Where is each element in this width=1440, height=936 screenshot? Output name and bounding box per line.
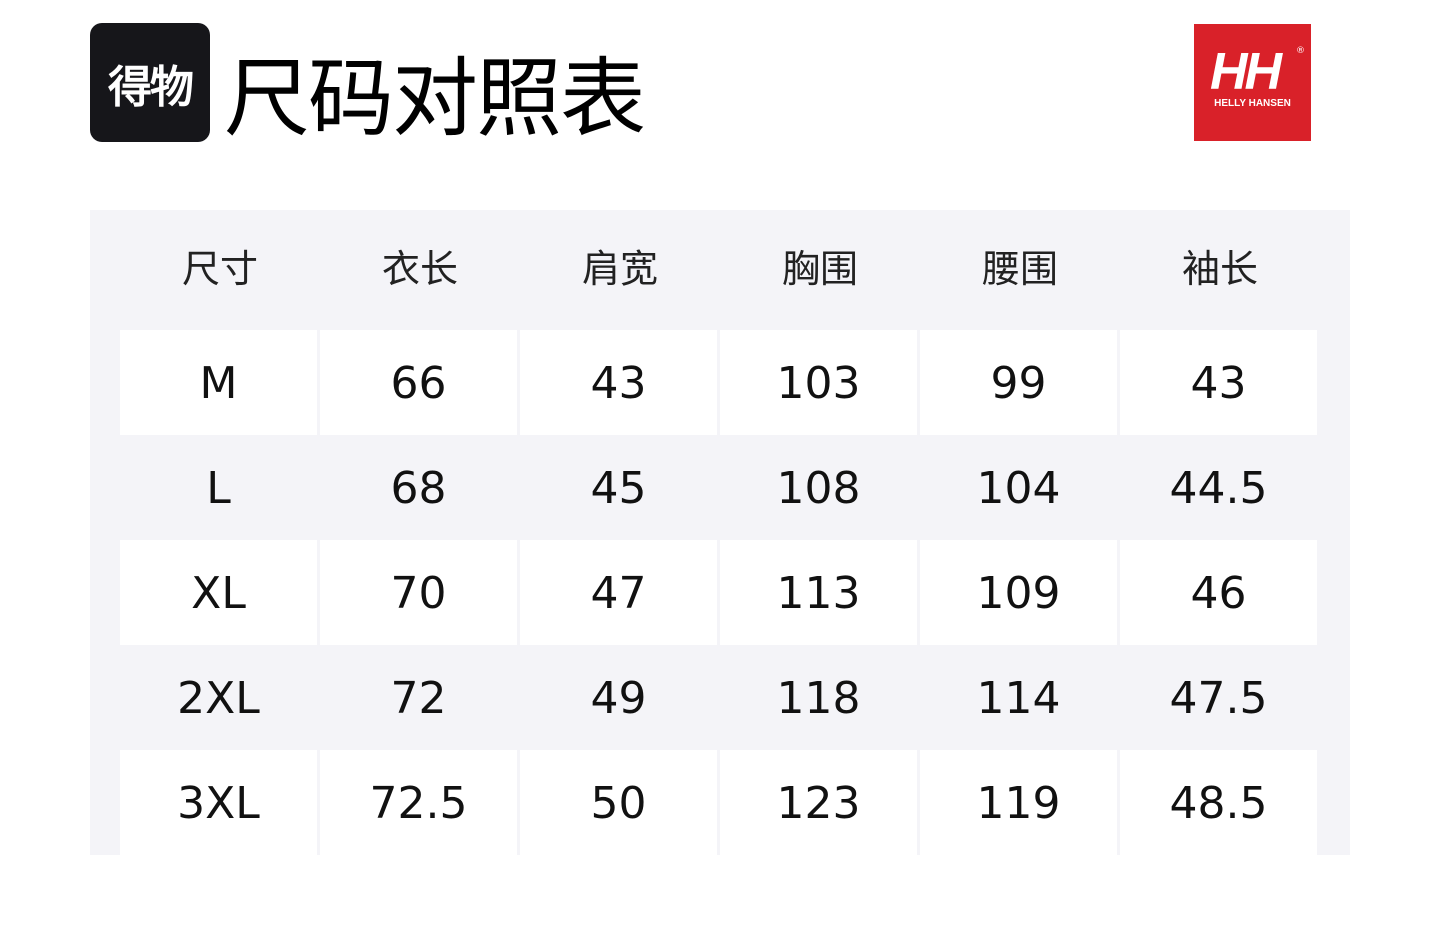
column-header: 袖长	[1181, 247, 1258, 291]
table-cell: 66	[320, 330, 517, 435]
dewu-logo: 得物	[90, 23, 210, 142]
table-cell: 72.5	[320, 750, 517, 855]
table-cell: 114	[976, 673, 1061, 724]
table-row: 2XL 72 49 118 114 47.5	[120, 645, 1317, 750]
table-row: L 68 45 108 104 44.5	[120, 435, 1317, 540]
column-header: 腰围	[981, 247, 1058, 291]
table-cell: M	[120, 330, 317, 435]
page-title: 尺码对照表	[224, 49, 646, 149]
table-cell: 50	[520, 750, 717, 855]
table-cell: XL	[120, 540, 317, 645]
column-header: 胸围	[781, 247, 858, 291]
registered-icon: ®	[1296, 46, 1305, 56]
table-header: 尺寸 衣长 肩宽 胸围 腰围 袖长	[120, 210, 1320, 330]
table-cell: 99	[920, 330, 1117, 435]
table-cell: 104	[976, 463, 1061, 514]
table-cell: 2XL	[177, 673, 260, 724]
column-header: 肩宽	[581, 247, 658, 291]
table-cell: 48.5	[1120, 750, 1317, 855]
table-cell: 119	[920, 750, 1117, 855]
table-cell: 109	[920, 540, 1117, 645]
helly-hansen-logo: HH ® HELLY HANSEN	[1194, 24, 1311, 141]
table-cell: 44.5	[1169, 463, 1268, 514]
table-row: M 66 43 103 99 43	[120, 330, 1317, 435]
column-header: 衣长	[381, 247, 458, 291]
size-table: 尺寸 衣长 肩宽 胸围 腰围 袖长 M 66 43 103 99 43 L 68 45 108 104 44.5…	[90, 210, 1350, 855]
table-cell: 70	[320, 540, 517, 645]
table-cell: 49	[590, 673, 647, 724]
table-cell: 47.5	[1169, 673, 1268, 724]
dewu-logo-text: 得物	[108, 61, 194, 113]
column-header: 尺寸	[181, 247, 258, 291]
table-cell: 47	[520, 540, 717, 645]
hh-name: HELLY HANSEN	[1214, 98, 1291, 109]
table-cell: 123	[720, 750, 917, 855]
table-cell: 45	[590, 463, 647, 514]
table-cell: L	[206, 463, 231, 514]
table-row: 3XL 72.5 50 123 119 48.5	[120, 750, 1317, 855]
table-cell: 103	[720, 330, 917, 435]
table-cell: 108	[776, 463, 861, 514]
table-cell: 46	[1120, 540, 1317, 645]
table-cell: 72	[390, 673, 447, 724]
table-cell: 43	[520, 330, 717, 435]
hh-mark: HH	[1210, 43, 1282, 101]
table-cell: 68	[390, 463, 447, 514]
table-cell: 113	[720, 540, 917, 645]
table-cell: 43	[1120, 330, 1317, 435]
table-cell: 118	[776, 673, 861, 724]
table-cell: 3XL	[120, 750, 317, 855]
table-row: XL 70 47 113 109 46	[120, 540, 1317, 645]
